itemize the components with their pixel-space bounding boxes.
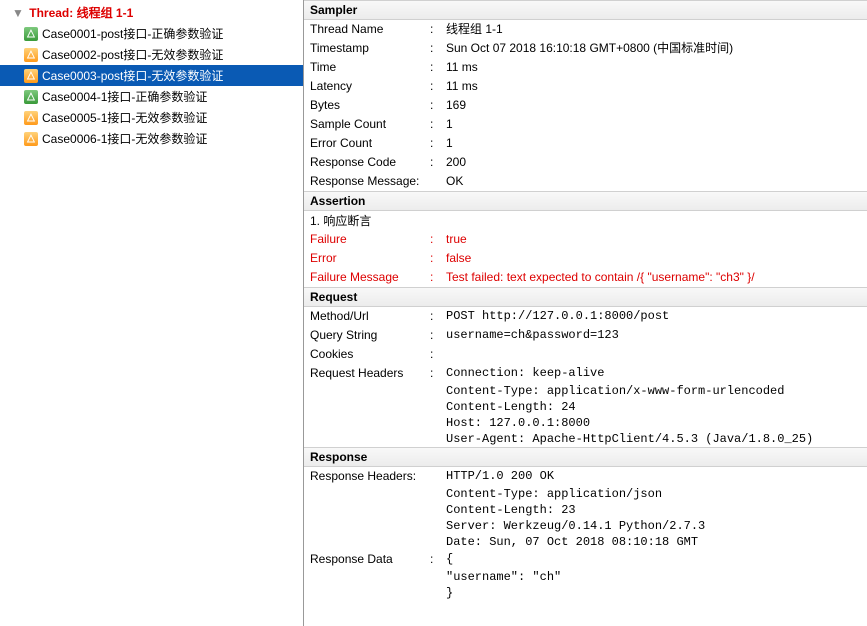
response-headers-lines: Content-Type: application/jsonContent-Le… [304,486,867,550]
warn-icon [24,132,38,146]
warn-icon [24,69,38,83]
tree-item[interactable]: Case0001-post接口-正确参数验证 [0,23,303,44]
assertion-error: Error:false [304,249,867,268]
pass-icon [24,27,38,41]
sampler-time: Time:11 ms [304,58,867,77]
request-header: Request [304,287,867,307]
tree-item[interactable]: Case0005-1接口-无效参数验证 [0,107,303,128]
details-panel: Sampler Thread Name:线程组 1-1 Timestamp:Su… [304,0,867,626]
sampler-error-count: Error Count:1 [304,134,867,153]
response-header-line: Server: Werkzeug/0.14.1 Python/2.7.3 [304,518,867,534]
tree-item[interactable]: Case0003-post接口-无效参数验证 [0,65,303,86]
request-header-line: Content-Length: 24 [304,399,867,415]
tree-item[interactable]: Case0006-1接口-无效参数验证 [0,128,303,149]
response-header-line: Date: Sun, 07 Oct 2018 08:10:18 GMT [304,534,867,550]
request-headers-lines: Content-Type: application/x-www-form-url… [304,383,867,447]
request-query-string: Query String:username=ch&password=123 [304,326,867,345]
tree-item[interactable]: Case0004-1接口-正确参数验证 [0,86,303,107]
pass-icon [24,90,38,104]
sampler-response-code: Response Code:200 [304,153,867,172]
tree-item-label: Case0001-post接口-正确参数验证 [42,25,223,42]
thread-title: Thread: 线程组 1-1 [29,6,133,20]
sampler-bytes: Bytes:169 [304,96,867,115]
request-header-line: User-Agent: Apache-HttpClient/4.5.3 (Jav… [304,431,867,447]
tree-item-label: Case0006-1接口-无效参数验证 [42,130,207,147]
assertion-name: 1. 响应断言 [304,211,867,230]
sampler-response-message: Response Message:OK [304,172,867,191]
response-header: Response [304,447,867,467]
tree-item-label: Case0004-1接口-正确参数验证 [42,88,207,105]
tree-item-label: Case0003-post接口-无效参数验证 [42,67,223,84]
sampler-latency: Latency:11 ms [304,77,867,96]
assertion-failure-message: Failure Message:Test failed: text expect… [304,268,867,287]
sampler-sample-count: Sample Count:1 [304,115,867,134]
response-headers-row: Response Headers:HTTP/1.0 200 OK [304,467,867,486]
request-method-url: Method/Url:POST http://127.0.0.1:8000/po… [304,307,867,326]
warn-icon [24,111,38,125]
response-data-line: } [304,585,867,601]
response-header-line: Content-Length: 23 [304,502,867,518]
collapse-arrow-icon: ▼ [12,6,24,20]
tree-item-label: Case0005-1接口-无效参数验证 [42,109,207,126]
tree-item-label: Case0002-post接口-无效参数验证 [42,46,223,63]
request-cookies: Cookies: [304,345,867,364]
warn-icon [24,48,38,62]
request-headers-row: Request Headers:Connection: keep-alive [304,364,867,383]
assertion-failure: Failure:true [304,230,867,249]
sampler-timestamp: Timestamp:Sun Oct 07 2018 16:10:18 GMT+0… [304,39,867,58]
sampler-header: Sampler [304,0,867,20]
sampler-thread-name: Thread Name:线程组 1-1 [304,20,867,39]
response-header-line: Content-Type: application/json [304,486,867,502]
response-data-lines: "username": "ch"} [304,569,867,601]
tree-item-list: Case0001-post接口-正确参数验证 Case0002-post接口-无效… [0,23,303,149]
tree-panel: ▼ Thread: 线程组 1-1 Case0001-post接口-正确参数验证… [0,0,304,626]
request-header-line: Content-Type: application/x-www-form-url… [304,383,867,399]
tree-header[interactable]: ▼ Thread: 线程组 1-1 [0,2,303,23]
request-header-line: Host: 127.0.0.1:8000 [304,415,867,431]
tree-item[interactable]: Case0002-post接口-无效参数验证 [0,44,303,65]
assertion-header: Assertion [304,191,867,211]
response-data-line: "username": "ch" [304,569,867,585]
response-data-row: Response Data:{ [304,550,867,569]
